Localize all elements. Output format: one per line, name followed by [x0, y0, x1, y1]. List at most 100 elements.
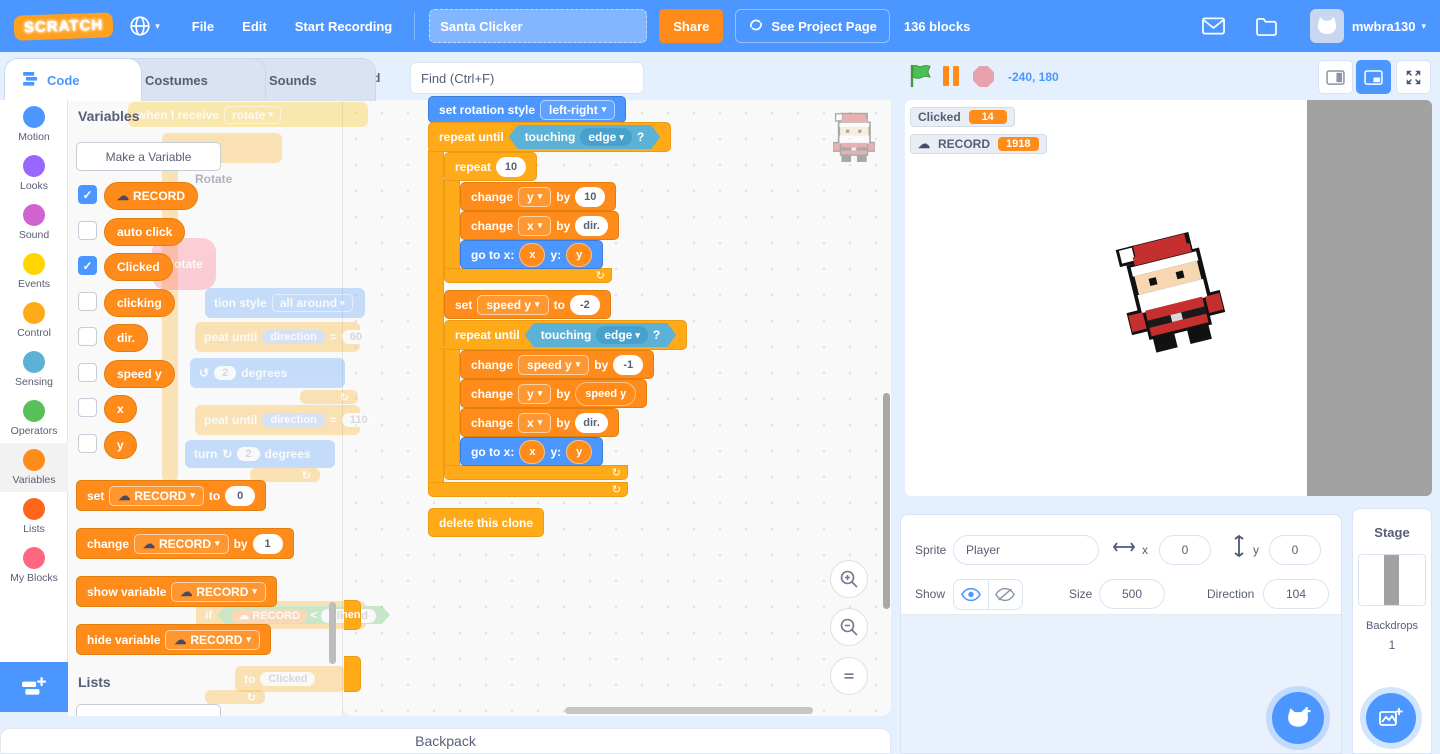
normal-stage-layout-button[interactable]: [1356, 60, 1391, 94]
zoom-reset-button[interactable]: [830, 657, 868, 695]
add-extension-button[interactable]: [0, 662, 68, 712]
clipped-block-fragment[interactable]: [344, 656, 361, 692]
value-input[interactable]: dir.: [575, 412, 608, 433]
value-input[interactable]: -1: [613, 354, 644, 375]
menu-edit[interactable]: Edit: [242, 18, 267, 34]
project-title-input[interactable]: [429, 9, 648, 43]
clipped-then-block-fragment[interactable]: hen: [344, 600, 361, 630]
edge-dropdown[interactable]: edge ▾: [596, 326, 648, 344]
username[interactable]: mwbra130: [1351, 18, 1416, 34]
value-input[interactable]: 10: [575, 186, 606, 207]
x-variable-reporter[interactable]: x: [519, 439, 546, 464]
category-my-blocks[interactable]: My Blocks: [0, 541, 68, 590]
show-hidden-button[interactable]: [989, 580, 1023, 609]
variable-pill-x[interactable]: x: [104, 395, 137, 423]
show-visible-button[interactable]: [954, 580, 989, 609]
change-x-block-2[interactable]: change x ▾ by dir.: [460, 408, 619, 437]
delete-this-clone-block[interactable]: delete this clone: [428, 508, 545, 537]
change-y-by-speed-block[interactable]: change y ▾ by speed y: [460, 379, 648, 408]
backdrop-thumbnail[interactable]: [1358, 554, 1426, 606]
palette-change-variable-block[interactable]: change ☁ RECORD ▾ by 1: [76, 528, 294, 559]
category-events[interactable]: Events: [0, 247, 68, 296]
variable-pill-record[interactable]: ☁ RECORD: [104, 182, 199, 210]
sprite-name-input[interactable]: Player: [953, 535, 1099, 565]
find-input[interactable]: [410, 62, 644, 94]
rotation-style-dropdown[interactable]: left-right ▾: [540, 99, 616, 120]
edge-dropdown[interactable]: edge ▾: [580, 128, 632, 146]
value-input[interactable]: 1: [252, 533, 283, 554]
palette-show-variable-block[interactable]: show variable ☁ RECORD ▾: [76, 576, 277, 607]
variable-dropdown[interactable]: x ▾: [518, 412, 552, 433]
category-sensing[interactable]: Sensing: [0, 345, 68, 394]
variable-pill-clicked[interactable]: Clicked: [104, 253, 173, 281]
checkbox-auto-click[interactable]: [78, 221, 97, 240]
variable-dropdown[interactable]: ☁ RECORD ▾: [109, 485, 204, 506]
category-sound[interactable]: Sound: [0, 198, 68, 247]
stage-selector[interactable]: Stage Backdrops 1: [1352, 508, 1432, 754]
menu-start-recording[interactable]: Start Recording: [294, 18, 393, 34]
go-to-xy-block[interactable]: go to x: x y: y: [460, 240, 604, 269]
variable-dropdown[interactable]: speed y ▾: [518, 354, 590, 375]
messages-icon[interactable]: [1201, 17, 1225, 35]
user-avatar[interactable]: [1309, 9, 1344, 43]
category-motion[interactable]: Motion: [0, 100, 68, 149]
monitor-clicked[interactable]: Clicked 14: [910, 107, 1015, 127]
palette-set-variable-block[interactable]: set ☁ RECORD ▾ to 0: [76, 480, 267, 511]
variable-dropdown[interactable]: ☁ RECORD ▾: [171, 581, 266, 602]
change-y-block[interactable]: change y ▾ by 10: [460, 182, 617, 211]
variable-pill-speed-y[interactable]: speed y: [104, 360, 175, 388]
checkbox-clicked[interactable]: ✓: [78, 256, 97, 275]
workspace-horizontal-scrollbar[interactable]: [565, 707, 813, 714]
make-a-variable-button[interactable]: Make a Variable: [76, 142, 221, 171]
speed-y-variable-reporter[interactable]: speed y: [575, 381, 637, 406]
zoom-in-button[interactable]: [830, 560, 868, 598]
variable-dropdown[interactable]: y ▾: [518, 186, 552, 207]
touching-edge-predicate[interactable]: touching edge ▾ ?: [525, 323, 677, 347]
value-input[interactable]: dir.: [575, 215, 608, 236]
palette-scrollbar[interactable]: [329, 602, 336, 664]
menu-file[interactable]: File: [191, 18, 215, 34]
see-project-page-button[interactable]: See Project Page: [735, 9, 890, 43]
y-variable-reporter[interactable]: y: [566, 439, 593, 464]
account-caret-icon[interactable]: ▾: [1421, 20, 1426, 31]
checkbox-record[interactable]: ✓: [78, 185, 97, 204]
variable-dropdown[interactable]: x ▾: [518, 215, 552, 236]
add-backdrop-button[interactable]: [1366, 693, 1416, 743]
category-lists[interactable]: Lists: [0, 492, 68, 541]
variable-dropdown[interactable]: y ▾: [518, 383, 552, 404]
checkbox-dir[interactable]: [78, 327, 97, 346]
direction-input[interactable]: 104: [1263, 579, 1329, 609]
change-x-block[interactable]: change x ▾ by dir.: [460, 211, 619, 240]
size-input[interactable]: 500: [1099, 579, 1165, 609]
x-input[interactable]: 0: [1159, 535, 1211, 565]
category-variables[interactable]: Variables: [0, 443, 68, 492]
repeat-times-input[interactable]: 10: [496, 156, 527, 177]
santa-sprite[interactable]: [1111, 228, 1231, 358]
checkbox-x[interactable]: [78, 398, 97, 417]
make-a-list-button[interactable]: [76, 704, 221, 716]
stage[interactable]: [905, 100, 1432, 496]
repeat-block[interactable]: repeat 10: [444, 152, 538, 181]
variable-pill-auto-click[interactable]: auto click: [104, 218, 186, 246]
language-globe-icon[interactable]: ▾: [129, 15, 160, 37]
set-rotation-style-block[interactable]: set rotation style left-right ▾: [428, 96, 627, 123]
backpack-bar[interactable]: Backpack: [0, 728, 891, 754]
variable-pill-dir[interactable]: dir.: [104, 324, 149, 352]
checkbox-speed-y[interactable]: [78, 363, 97, 382]
value-input[interactable]: 0: [225, 485, 256, 506]
monitor-record[interactable]: ☁ RECORD 1918: [910, 134, 1047, 154]
green-flag-icon[interactable]: [908, 63, 932, 94]
change-speed-y-block[interactable]: change speed y ▾ by -1: [460, 350, 655, 379]
go-to-xy-block-2[interactable]: go to x: x y: y: [460, 437, 604, 466]
set-speed-y-block[interactable]: set speed y ▾ to -2: [444, 290, 611, 319]
fullscreen-button[interactable]: [1396, 60, 1431, 94]
checkbox-clicking[interactable]: [78, 292, 97, 311]
small-stage-layout-button[interactable]: [1318, 60, 1353, 94]
stop-icon[interactable]: [973, 66, 994, 87]
variable-dropdown[interactable]: ☁ RECORD ▾: [134, 533, 229, 554]
palette-hide-variable-block[interactable]: hide variable ☁ RECORD ▾: [76, 624, 271, 655]
pause-icon[interactable]: [941, 66, 961, 91]
x-variable-reporter[interactable]: x: [519, 242, 546, 267]
category-looks[interactable]: Looks: [0, 149, 68, 198]
variable-dropdown[interactable]: ☁ RECORD ▾: [165, 629, 260, 650]
